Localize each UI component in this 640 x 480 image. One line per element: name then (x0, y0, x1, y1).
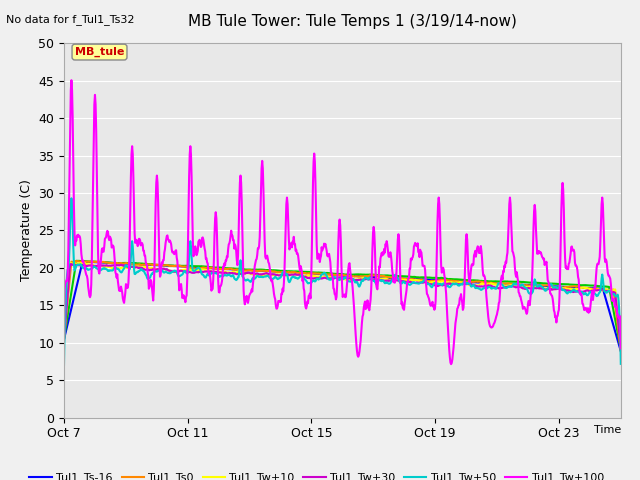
Y-axis label: Temperature (C): Temperature (C) (20, 180, 33, 281)
Text: Time: Time (593, 425, 621, 435)
Legend: Tul1_Ts-16, Tul1_Ts-8, Tul1_Ts0, Tul1_Tw+10, Tul1_Tw+30, Tul1_Tw+50, Tul1_Tw+100: Tul1_Ts-16, Tul1_Ts-8, Tul1_Ts0, Tul1_Tw… (25, 468, 609, 480)
Text: No data for f_Tul1_Ts32: No data for f_Tul1_Ts32 (6, 14, 135, 25)
Text: MB Tule Tower: Tule Temps 1 (3/19/14-now): MB Tule Tower: Tule Temps 1 (3/19/14-now… (188, 14, 516, 29)
Text: MB_tule: MB_tule (75, 47, 124, 57)
